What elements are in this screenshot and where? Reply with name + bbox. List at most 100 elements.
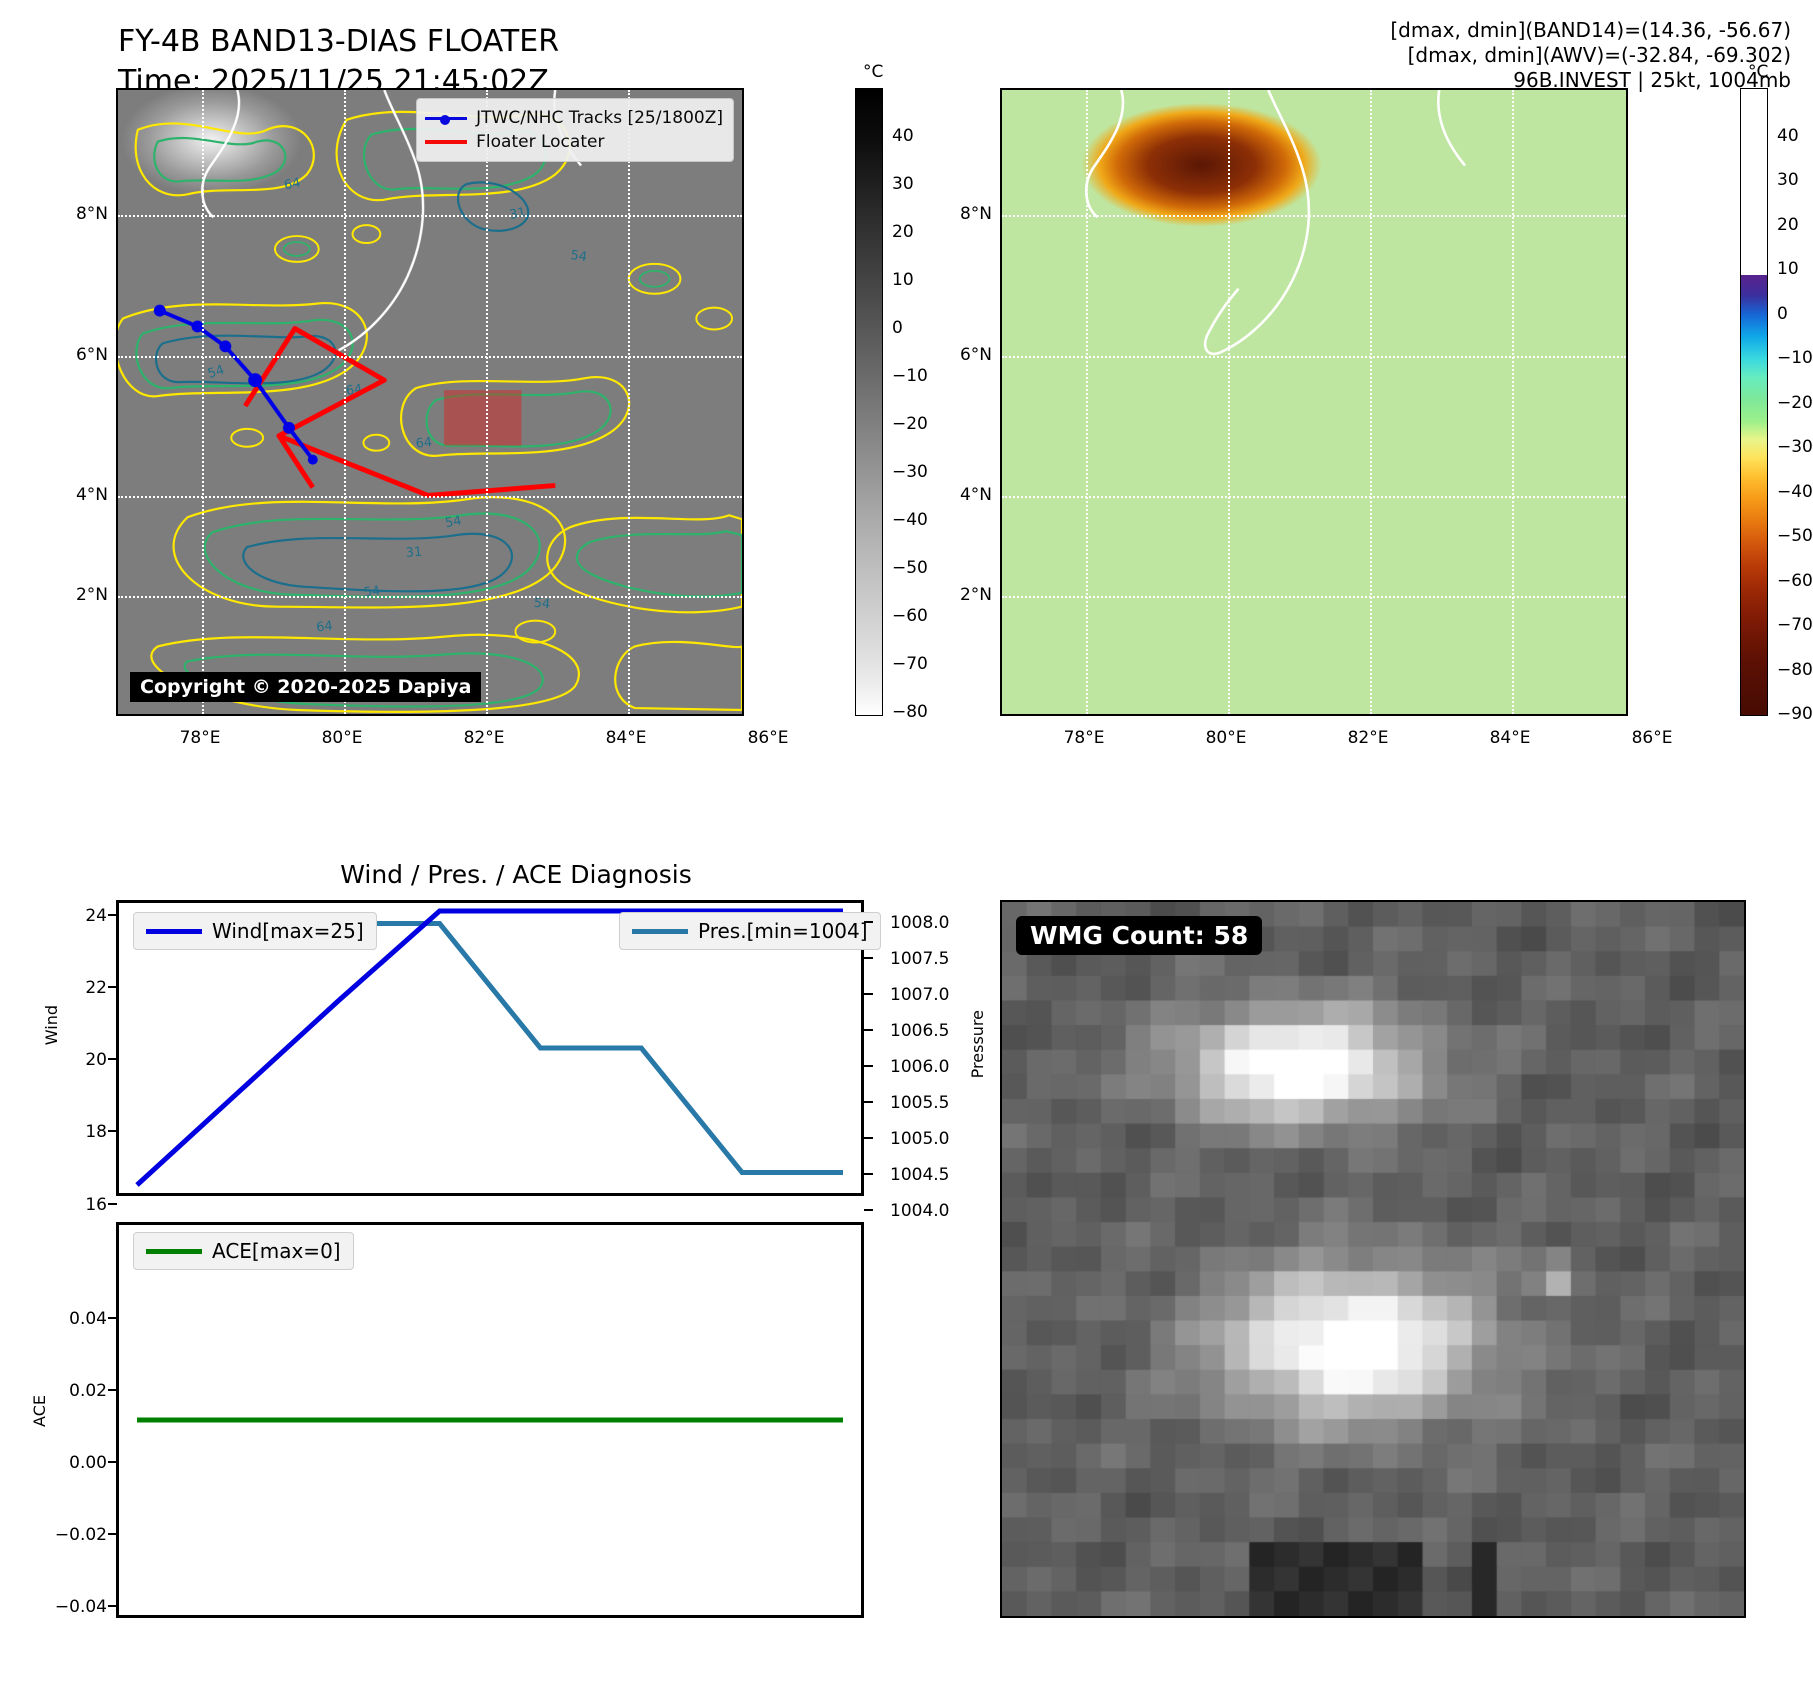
stat-band14: [dmax, dmin](BAND14)=(14.36, -56.67) — [1390, 18, 1791, 42]
pressure-tick: 1004.5 — [890, 1165, 950, 1185]
wmg-grid-panel[interactable]: WMG Count: 58 — [1000, 900, 1746, 1618]
pressure-tick: 1006.5 — [890, 1021, 950, 1041]
pressure-axis-label: Pressure — [968, 1010, 987, 1079]
awv-lat-tick: 2°N — [959, 585, 992, 605]
wind-tick: 18 — [85, 1122, 107, 1142]
ace-tick: 0.04 — [69, 1309, 107, 1329]
ir-satellite-map[interactable]: 64 31 54 54 64 64 54 31 54 64 54 — [116, 88, 744, 716]
ir-lon-tick: 80°E — [321, 728, 363, 748]
ir-cbar-tick: −20 — [892, 414, 928, 434]
awv-imagery — [1002, 90, 1626, 714]
pressure-legend-label: Pres.[min=1004] — [698, 919, 868, 943]
wmg-grid-imagery — [1002, 902, 1744, 1616]
ir-lon-tick: 82°E — [463, 728, 505, 748]
wind-axis-label: Wind — [42, 1005, 61, 1046]
title-line-1: FY-4B BAND13-DIAS FLOATER — [118, 24, 560, 59]
pressure-tick: 1007.5 — [890, 949, 950, 969]
series-Pres.[min=1004] — [137, 921, 843, 1175]
pressure-line-icon — [632, 928, 688, 934]
ir-lon-tick: 78°E — [179, 728, 221, 748]
awv-cbar-tick: −20 — [1777, 393, 1813, 413]
ir-colorbar-unit: °C — [863, 62, 884, 82]
ir-colorbar[interactable] — [855, 88, 883, 716]
ir-cbar-tick: −50 — [892, 558, 928, 578]
legend-item-floater[interactable]: Floater Locater — [425, 130, 723, 154]
awv-satellite-map[interactable] — [1000, 88, 1628, 716]
ir-cbar-tick: −60 — [892, 606, 928, 626]
ir-imagery — [118, 90, 742, 714]
header-statistics: [dmax, dmin](BAND14)=(14.36, -56.67) [dm… — [1390, 18, 1791, 93]
awv-lat-tick: 4°N — [959, 485, 992, 505]
ace-legend[interactable]: ACE[max=0] — [133, 1232, 354, 1270]
ir-cbar-tick: −70 — [892, 654, 928, 674]
legend-label-tracks: JTWC/NHC Tracks [25/1800Z] — [476, 108, 723, 128]
ir-cbar-tick: 20 — [892, 222, 914, 242]
ir-lon-tick: 86°E — [747, 728, 789, 748]
solid-line-icon — [425, 140, 468, 144]
ir-lat-tick: 8°N — [75, 204, 108, 224]
awv-cbar-tick: 30 — [1777, 170, 1799, 190]
copyright-notice: Copyright © 2020-2025 Dapiya — [130, 672, 482, 702]
awv-cbar-tick: 0 — [1777, 304, 1788, 324]
ace-legend-label: ACE[max=0] — [212, 1239, 341, 1263]
ace-tick: −0.04 — [54, 1597, 107, 1617]
wind-line-icon — [146, 928, 202, 934]
awv-cbar-tick: 10 — [1777, 259, 1799, 279]
ir-cbar-tick: −40 — [892, 510, 928, 530]
awv-colorbar[interactable] — [1740, 88, 1768, 716]
ir-cbar-tick: −80 — [892, 702, 928, 722]
pressure-tick: 1006.0 — [890, 1057, 950, 1077]
awv-lon-tick: 82°E — [1347, 728, 1389, 748]
ir-cbar-tick: 40 — [892, 126, 914, 146]
awv-lat-tick: 6°N — [959, 345, 992, 365]
ir-cbar-tick: −10 — [892, 366, 928, 386]
ir-lat-tick: 4°N — [75, 485, 108, 505]
awv-cbar-tick: −30 — [1777, 437, 1813, 457]
wind-tick: 16 — [85, 1195, 107, 1215]
wind-legend[interactable]: Wind[max=25] — [133, 912, 377, 950]
ir-cbar-tick: 10 — [892, 270, 914, 290]
ace-chart[interactable] — [116, 1222, 864, 1618]
legend-label-floater: Floater Locater — [476, 132, 605, 152]
ir-lat-tick: 2°N — [75, 585, 108, 605]
ir-legend[interactable]: JTWC/NHC Tracks [25/1800Z] Floater Locat… — [416, 98, 734, 162]
ace-line-icon — [146, 1248, 202, 1254]
series-Wind[max=25] — [135, 908, 843, 1187]
ir-lat-tick: 6°N — [75, 345, 108, 365]
track-line-marker-icon — [425, 114, 468, 125]
ir-cbar-tick: 30 — [892, 174, 914, 194]
ir-cbar-tick: −30 — [892, 462, 928, 482]
ace-tick: 0.02 — [69, 1381, 107, 1401]
wind-tick: 24 — [85, 906, 107, 926]
awv-lon-tick: 80°E — [1205, 728, 1247, 748]
awv-cbar-tick: 40 — [1777, 126, 1799, 146]
awv-cbar-tick: −40 — [1777, 482, 1813, 502]
diagnosis-title: Wind / Pres. / ACE Diagnosis — [340, 860, 692, 889]
awv-lat-tick: 8°N — [959, 204, 992, 224]
pressure-tick: 1005.5 — [890, 1093, 950, 1113]
awv-cbar-tick: 20 — [1777, 215, 1799, 235]
pressure-tick: 1004.0 — [890, 1201, 950, 1221]
wind-legend-label: Wind[max=25] — [212, 919, 364, 943]
stat-awv: [dmax, dmin](AWV)=(-32.84, -69.302) — [1407, 43, 1791, 67]
wind-tick: 20 — [85, 1050, 107, 1070]
pressure-legend[interactable]: Pres.[min=1004] — [619, 912, 881, 950]
ir-lon-tick: 84°E — [605, 728, 647, 748]
legend-item-tracks[interactable]: JTWC/NHC Tracks [25/1800Z] — [425, 106, 723, 130]
awv-cbar-tick: −60 — [1777, 571, 1813, 591]
wind-tick: 22 — [85, 978, 107, 998]
awv-lon-tick: 86°E — [1631, 728, 1673, 748]
awv-cbar-tick: −80 — [1777, 660, 1813, 680]
awv-lon-tick: 84°E — [1489, 728, 1531, 748]
awv-colorbar-unit: °C — [1748, 62, 1769, 82]
ace-plot-area — [137, 1417, 843, 1423]
pressure-tick: 1005.0 — [890, 1129, 950, 1149]
awv-cbar-tick: −10 — [1777, 348, 1813, 368]
awv-lon-tick: 78°E — [1063, 728, 1105, 748]
awv-cbar-tick: −70 — [1777, 615, 1813, 635]
awv-cbar-tick: −50 — [1777, 526, 1813, 546]
awv-cbar-tick: −90 — [1777, 704, 1813, 724]
ace-tick: −0.02 — [54, 1525, 107, 1545]
ir-cbar-tick: 0 — [892, 318, 903, 338]
ace-tick: 0.00 — [69, 1453, 107, 1473]
